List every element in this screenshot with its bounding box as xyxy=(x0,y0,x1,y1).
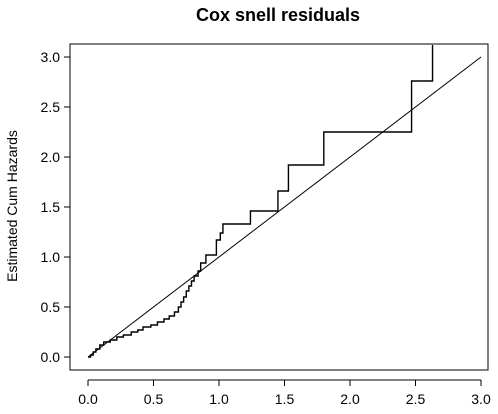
chart-title: Cox snell residuals xyxy=(196,5,360,25)
y-tick-label: 0.0 xyxy=(41,349,61,365)
y-tick-label: 3.0 xyxy=(41,49,61,65)
x-tick-label: 3.0 xyxy=(471,391,491,407)
y-tick-label: 2.0 xyxy=(41,149,61,165)
x-tick-label: 1.5 xyxy=(275,391,295,407)
y-axis-label: Estimated Cum Hazards xyxy=(4,130,20,282)
x-tick-label: 2.0 xyxy=(340,391,360,407)
y-tick-label: 1.0 xyxy=(41,249,61,265)
x-tick-label: 1.0 xyxy=(209,391,229,407)
y-tick-label: 1.5 xyxy=(41,199,61,215)
x-tick-label: 0.5 xyxy=(144,391,164,407)
cumulative-hazard-step-line xyxy=(88,45,434,358)
y-tick-label: 0.5 xyxy=(41,299,61,315)
plot-frame xyxy=(69,43,489,371)
x-tick-label: 0.0 xyxy=(78,391,98,407)
y-tick-label: 2.5 xyxy=(41,99,61,115)
x-tick-label: 2.5 xyxy=(406,391,426,407)
reference-diagonal-line xyxy=(87,56,482,358)
